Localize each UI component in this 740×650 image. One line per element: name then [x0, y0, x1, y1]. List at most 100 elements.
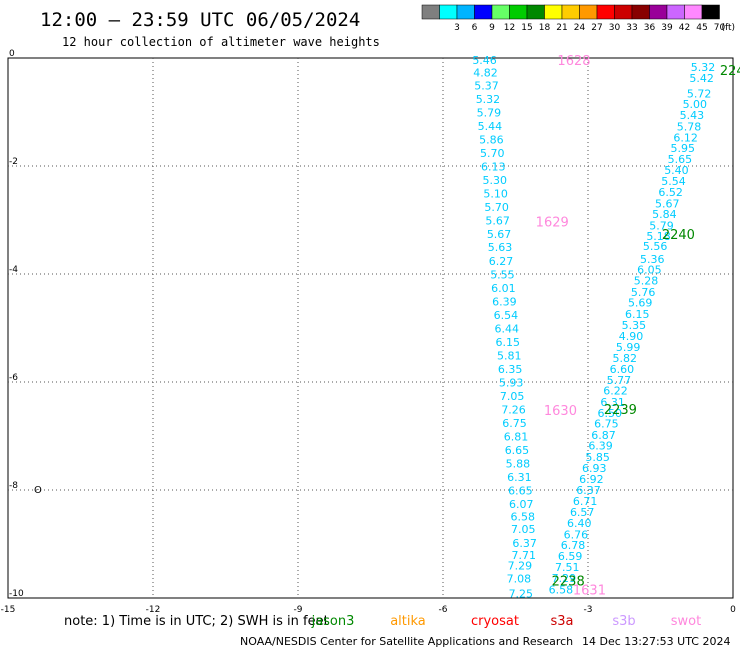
wave-height-value: 5.35: [622, 319, 647, 332]
wave-height-value: 5.40: [664, 164, 689, 177]
wave-height-value: 5.86: [479, 134, 504, 147]
colorbar-swatch: [649, 4, 668, 20]
buoy-marker: ʘ: [34, 485, 42, 496]
wave-height-value: 6.75: [502, 417, 527, 430]
colorbar-tick: 70: [714, 23, 726, 33]
wave-height-value: 6.92: [579, 473, 604, 486]
wave-height-value: 6.81: [504, 431, 529, 444]
wave-height-value: 5.42: [689, 72, 714, 85]
pass-label: 1629: [536, 216, 569, 231]
wave-height-value: 5.18: [646, 230, 671, 243]
x-tick-label: -12: [146, 605, 161, 615]
colorbar-swatch: [456, 4, 475, 20]
y-tick-label: 0: [9, 49, 15, 59]
wave-height-value: 6.13: [481, 161, 506, 174]
satellite-legend-item: altika: [390, 614, 426, 629]
wave-height-value: 6.71: [573, 495, 598, 508]
colorbar-swatch: [631, 4, 650, 20]
pass-label: 1631: [573, 583, 606, 598]
wave-height-value: 5.67: [485, 215, 510, 228]
wave-height-value: 5.67: [487, 228, 512, 241]
wave-height-value: 5.00: [683, 98, 708, 111]
wave-height-value: 5.32: [476, 93, 501, 106]
wave-height-value: 6.37: [576, 484, 601, 497]
wave-height-value: 5.36: [640, 253, 665, 266]
wave-height-value: 6.40: [567, 517, 592, 530]
wave-height-value: 6.50: [598, 407, 623, 420]
wave-height-value: 6.58: [511, 510, 536, 523]
x-tick-label: -6: [439, 605, 448, 615]
colorbar-swatch: [614, 4, 633, 20]
colorbar-swatch: [596, 4, 615, 20]
pass-label: 2241: [720, 64, 740, 79]
wave-height-value: 5.70: [484, 201, 509, 214]
wave-height-value: 7.26: [501, 404, 526, 417]
wave-height-value: 4.82: [473, 67, 498, 80]
wave-height-value: 5.88: [506, 458, 531, 471]
colorbar-tick: 45: [696, 23, 707, 33]
satellite-legend-item: swot: [671, 614, 701, 629]
axis-ticks: -15 -12 -9 -6 -3 0 0 -2 -4 -6 -8 -10: [1, 49, 736, 615]
wave-height-value: 5.93: [499, 377, 524, 390]
colorbar-tick: 30: [609, 23, 621, 33]
colorbar-tick: 6: [472, 23, 478, 33]
y-tick-label: -4: [9, 265, 18, 275]
wave-height-value: 6.39: [492, 296, 517, 309]
x-tick-label: -9: [294, 605, 303, 615]
wave-height-value: 6.93: [582, 462, 607, 475]
colorbar-swatch: [579, 4, 598, 20]
colorbar-unit: (ft): [722, 23, 736, 33]
wave-height-value: 6.87: [591, 429, 616, 442]
colorbar-swatch: [509, 4, 528, 20]
grid: [8, 58, 733, 598]
x-tick-label: -15: [1, 605, 16, 615]
wave-height-value: 5.72: [687, 88, 712, 101]
wave-height-value: 6.78: [561, 539, 586, 552]
wave-height-value: 5.67: [655, 197, 680, 210]
wave-height-value: 6.31: [507, 471, 532, 484]
wave-height-value: 6.15: [625, 308, 650, 321]
colorbar-tick: 24: [574, 23, 586, 33]
wave-height-value: 5.54: [661, 175, 686, 188]
colorbar-tick: 15: [521, 23, 532, 33]
y-tick-label: -8: [9, 481, 18, 491]
y-tick-label: -2: [9, 157, 18, 167]
wave-height-value: 5.43: [680, 109, 705, 122]
wave-height-value: 5.69: [628, 297, 653, 310]
colorbar-swatch: [526, 4, 545, 20]
y-tick-label: -6: [9, 373, 18, 383]
colorbar-tick: 18: [539, 23, 551, 33]
wave-height-value: 5.55: [490, 269, 515, 282]
pass-label: 2238: [552, 575, 585, 590]
colorbar-swatch: [544, 4, 563, 20]
wave-height-value: 6.65: [505, 444, 530, 457]
wave-height-value: 5.63: [488, 241, 513, 254]
wave-height-value: 5.30: [482, 174, 507, 187]
wave-height-value: 5.65: [668, 153, 693, 166]
colorbar-tick: 36: [644, 23, 656, 33]
note-text: note: 1) Time is in UTC; 2) SWH is in fe…: [64, 614, 329, 629]
colorbar-swatch: [421, 4, 440, 20]
wave-height-value: 5.46: [472, 54, 497, 67]
wave-height-value: 7.08: [507, 573, 532, 586]
wave-height-value: 5.85: [585, 451, 610, 464]
wave-height-value: 5.37: [474, 80, 499, 93]
wave-height-value: 6.05: [637, 264, 662, 277]
x-tick-label: -3: [584, 605, 593, 615]
satellite-legend: jason3 altika cryosat s3a s3b swot: [311, 614, 702, 629]
wave-height-value: 5.77: [607, 374, 632, 387]
wave-height-value: 6.01: [491, 282, 516, 295]
colorbar-tick: 21: [556, 23, 567, 33]
wave-height-value: 5.79: [477, 107, 502, 120]
chart-subtitle: 12 hour collection of altimeter wave hei…: [62, 35, 380, 49]
y-tick-label: -10: [9, 589, 24, 599]
satellite-legend-item: jason3: [311, 614, 355, 629]
wave-height-value: 4.90: [619, 330, 644, 343]
wave-height-value: 7.71: [511, 549, 536, 562]
pass-label: 1630: [544, 404, 577, 419]
wave-height-value: 6.65: [508, 485, 533, 498]
colorbar-tick: 3: [454, 23, 460, 33]
wave-height-value: 6.27: [489, 255, 514, 268]
wave-height-value: 6.07: [509, 498, 534, 511]
